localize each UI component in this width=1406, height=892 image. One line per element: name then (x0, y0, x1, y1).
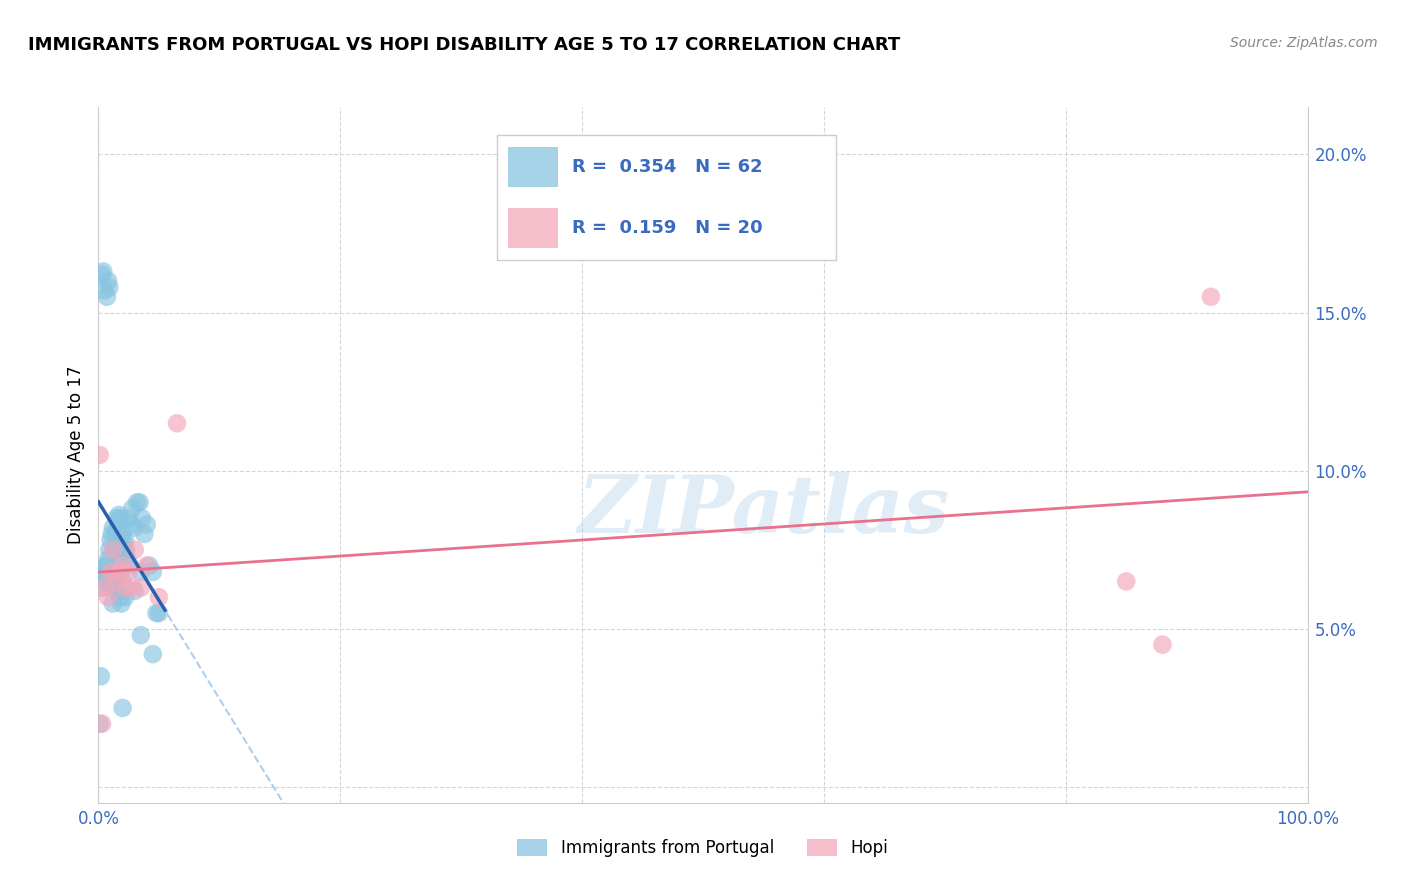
Point (96, 558, 118, 573)
Point (101, 542, 124, 557)
Point (89, 448, 111, 462)
Point (107, 521, 129, 535)
Point (89, 716, 111, 731)
Point (142, 565, 165, 579)
Point (118, 511, 141, 525)
Point (115, 542, 138, 557)
Point (91, 581, 114, 595)
Point (131, 511, 153, 525)
Point (94, 565, 117, 579)
Point (105, 583, 128, 598)
Point (148, 606, 170, 620)
Point (120, 517, 142, 532)
Point (111, 574, 134, 589)
Point (103, 581, 125, 595)
Point (124, 542, 146, 557)
Point (97, 274, 120, 288)
Point (111, 558, 134, 573)
Legend: Immigrants from Portugal, Hopi: Immigrants from Portugal, Hopi (510, 832, 896, 864)
Point (90, 669, 112, 683)
Point (93, 574, 115, 589)
Point (91, 565, 114, 579)
Point (111, 533, 134, 548)
Point (1199, 290, 1222, 304)
Point (105, 565, 128, 579)
Point (129, 581, 152, 595)
Point (94, 558, 117, 573)
Point (100, 527, 122, 541)
Point (135, 517, 157, 532)
Point (98, 280, 121, 294)
Point (124, 583, 146, 598)
Point (108, 508, 131, 522)
Point (108, 511, 131, 525)
Point (166, 417, 188, 431)
Point (101, 521, 124, 535)
Point (101, 597, 124, 611)
Point (121, 501, 143, 516)
Point (1115, 574, 1137, 589)
Point (105, 574, 128, 589)
Point (103, 542, 125, 557)
Point (114, 533, 136, 548)
Point (129, 565, 152, 579)
Point (107, 574, 129, 589)
Point (97, 552, 120, 566)
Text: Source: ZipAtlas.com: Source: ZipAtlas.com (1230, 36, 1378, 50)
Point (91, 268, 114, 282)
Point (108, 565, 131, 579)
Point (142, 647, 165, 661)
Point (129, 628, 152, 642)
Point (134, 527, 156, 541)
Point (112, 542, 135, 557)
Point (105, 511, 128, 525)
Point (111, 701, 134, 715)
Point (97, 591, 120, 605)
Point (91, 264, 114, 278)
Point (93, 284, 115, 298)
Point (1152, 638, 1174, 652)
Point (114, 581, 136, 595)
Point (110, 527, 132, 541)
Y-axis label: Disability Age 5 to 17: Disability Age 5 to 17 (66, 366, 84, 544)
Point (96, 290, 118, 304)
Point (148, 591, 170, 605)
Text: ZIPatlas: ZIPatlas (578, 472, 949, 549)
Point (128, 495, 150, 509)
Point (93, 581, 115, 595)
Point (118, 565, 141, 579)
Point (118, 558, 141, 573)
Point (100, 565, 122, 579)
Point (145, 606, 167, 620)
Point (108, 591, 131, 605)
Text: IMMIGRANTS FROM PORTUGAL VS HOPI DISABILITY AGE 5 TO 17 CORRELATION CHART: IMMIGRANTS FROM PORTUGAL VS HOPI DISABIL… (28, 36, 900, 54)
Point (100, 581, 122, 595)
Point (100, 533, 122, 548)
Point (135, 558, 157, 573)
Point (91, 716, 114, 731)
Point (138, 558, 160, 573)
Point (104, 565, 127, 579)
Point (110, 597, 132, 611)
Point (98, 542, 121, 557)
Point (121, 581, 143, 595)
Point (114, 591, 136, 605)
Point (117, 552, 139, 566)
Point (127, 495, 149, 509)
Point (104, 527, 127, 541)
Point (124, 521, 146, 535)
Point (108, 549, 131, 563)
